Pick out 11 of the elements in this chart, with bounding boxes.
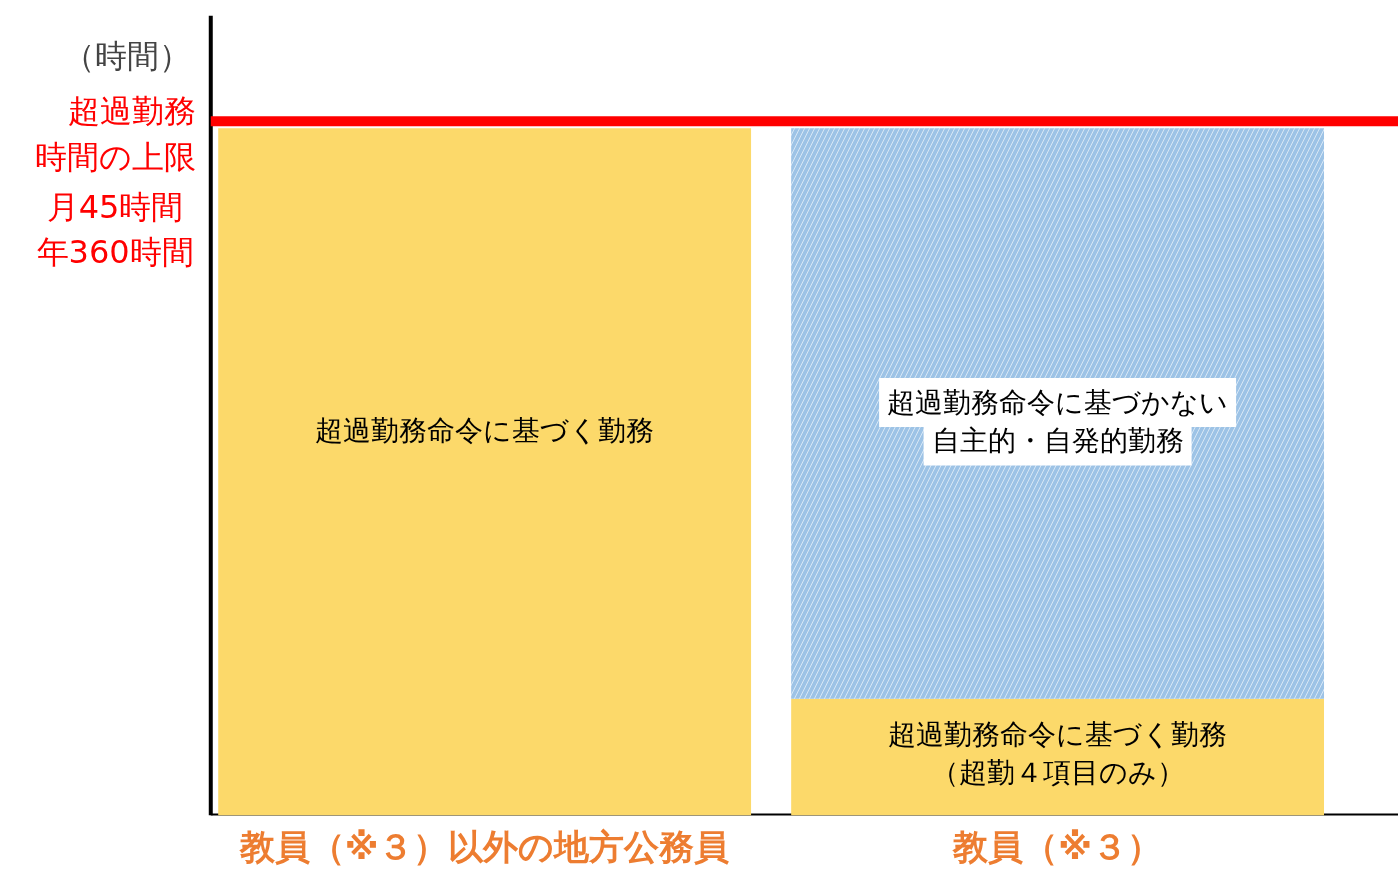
annotation: （超勤４項目のみ） [930,756,1185,790]
text: 月45時間 [46,188,184,227]
annotation: 超過勤務命令に基づかない [887,385,1229,419]
y-axis-title: （時間） [62,37,191,76]
annotation: 超過勤務命令に基づく勤務 [315,414,655,448]
annotation: 自主的・自発的勤務 [931,424,1184,458]
annotation: 超過勤務命令に基づく勤務 [888,717,1228,751]
x-tick-label: 教員（※３） [952,826,1162,867]
text: 年360時間 [36,232,194,271]
x-tick-label: 教員（※３）以外の地方公務員 [238,826,730,867]
ref-line-label: 超過勤務時間の上限 [34,92,196,177]
